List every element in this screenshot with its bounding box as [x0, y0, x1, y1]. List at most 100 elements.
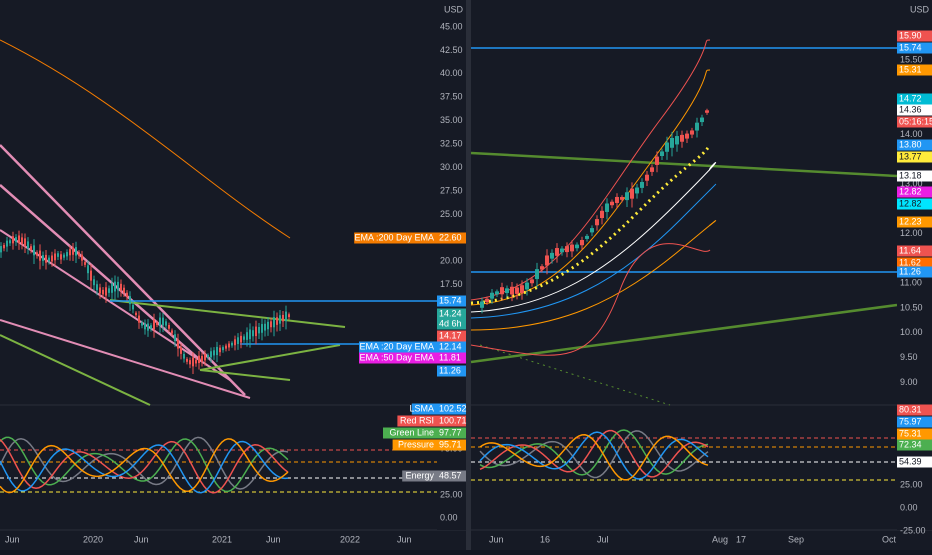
- price-label: 35.00: [440, 115, 463, 125]
- candle: [9, 240, 11, 244]
- badge-value: 13.80: [899, 139, 922, 149]
- band: [470, 183, 717, 319]
- candle: [605, 203, 609, 212]
- badge-value: 80.31: [899, 404, 922, 414]
- badge-value-box: [897, 93, 932, 105]
- candle: [171, 330, 173, 334]
- candle: [0, 246, 2, 253]
- badge: 05:16:15: [897, 116, 932, 128]
- badge-value-box: [897, 456, 932, 468]
- candle: [680, 134, 684, 142]
- badge-value: 14.72: [899, 93, 922, 103]
- badge-value-box: [437, 439, 466, 451]
- candle: [630, 188, 634, 199]
- trend-line: [0, 144, 246, 396]
- price-label: 14.00: [900, 129, 923, 139]
- badge: 15.74: [437, 295, 466, 307]
- badge: 14.72: [897, 93, 932, 105]
- candle: [36, 252, 38, 256]
- candle: [575, 244, 579, 249]
- oscillator: [0, 436, 289, 490]
- candle: [147, 323, 149, 331]
- badge-value: 12.23: [899, 216, 922, 226]
- candle: [219, 347, 221, 353]
- band: [470, 39, 711, 301]
- price-label: 37.50: [440, 92, 463, 102]
- time-label: Aug: [712, 534, 728, 544]
- badge-value: 11.64: [899, 245, 921, 255]
- candle: [129, 296, 131, 305]
- price-label: 11.00: [900, 278, 922, 288]
- candle: [520, 285, 524, 293]
- price-label: 40.00: [440, 68, 463, 78]
- time-label: 2021: [212, 534, 232, 544]
- badge-value-box: [897, 116, 932, 128]
- badge-value: 14.24: [439, 308, 462, 318]
- candle: [510, 286, 514, 295]
- badge-value: 72.34: [899, 439, 922, 449]
- candle: [6, 240, 8, 247]
- badge-value-box: [897, 151, 932, 163]
- candle: [111, 283, 113, 293]
- time-label: 2020: [83, 534, 103, 544]
- oscillator: [0, 436, 289, 493]
- right-chart: [470, 39, 898, 481]
- badge-value: 12.14: [439, 341, 462, 351]
- badge-value-box: [897, 198, 932, 210]
- badge-value-box: [897, 170, 932, 182]
- candle: [39, 250, 41, 261]
- candle: [670, 137, 674, 148]
- badge-value: 75.31: [899, 428, 922, 438]
- candle: [590, 228, 594, 233]
- price-label: 25.00: [440, 209, 463, 219]
- candle: [237, 337, 239, 345]
- badge-value-box: [437, 232, 466, 244]
- candle: [485, 298, 489, 303]
- candle: [273, 317, 275, 328]
- badge-label-box: [392, 439, 437, 451]
- candle: [45, 254, 47, 263]
- band: [470, 162, 717, 313]
- trend-line: [0, 184, 201, 361]
- badge: 12.14 EMA :20 Day EMA: [359, 341, 466, 353]
- candle: [3, 244, 5, 249]
- badge-label: Green Line: [389, 427, 434, 437]
- candle: [153, 319, 155, 330]
- candle: [255, 326, 257, 337]
- badge: 12.82: [897, 186, 932, 198]
- badge-value-box: [437, 415, 466, 427]
- oscillator: [0, 439, 289, 494]
- badge-value-box: [897, 257, 932, 269]
- candle: [108, 288, 110, 293]
- badge: 95.71 Pressure: [392, 439, 466, 451]
- candle: [530, 279, 534, 284]
- time-label: Sep: [788, 534, 804, 544]
- candle: [159, 317, 161, 326]
- price-label: 30.00: [440, 162, 463, 172]
- candle: [177, 339, 179, 349]
- oscillator: [479, 431, 709, 480]
- candle: [207, 354, 209, 358]
- candle: [78, 252, 80, 256]
- badge-value: 12.82: [899, 186, 922, 196]
- candle: [192, 357, 194, 367]
- divider: [466, 0, 471, 550]
- indicator-label: -25.00: [900, 525, 926, 535]
- candle: [600, 210, 604, 219]
- left-chart: [0, 39, 437, 494]
- indicator-label: 0.00: [440, 512, 458, 522]
- candle: [162, 317, 164, 326]
- badge-label: EMA :20 Day EMA: [359, 341, 434, 351]
- candle: [580, 240, 584, 246]
- time-label: Jun: [489, 534, 504, 544]
- candle: [117, 281, 119, 291]
- badge: 72.34: [897, 439, 932, 451]
- candle: [33, 245, 35, 256]
- candle: [138, 315, 140, 323]
- candle: [195, 359, 197, 364]
- candle: [66, 252, 68, 257]
- candle: [141, 322, 143, 326]
- oscillator: [0, 438, 289, 494]
- badge-value: 11.81: [439, 352, 461, 362]
- candle: [123, 287, 125, 293]
